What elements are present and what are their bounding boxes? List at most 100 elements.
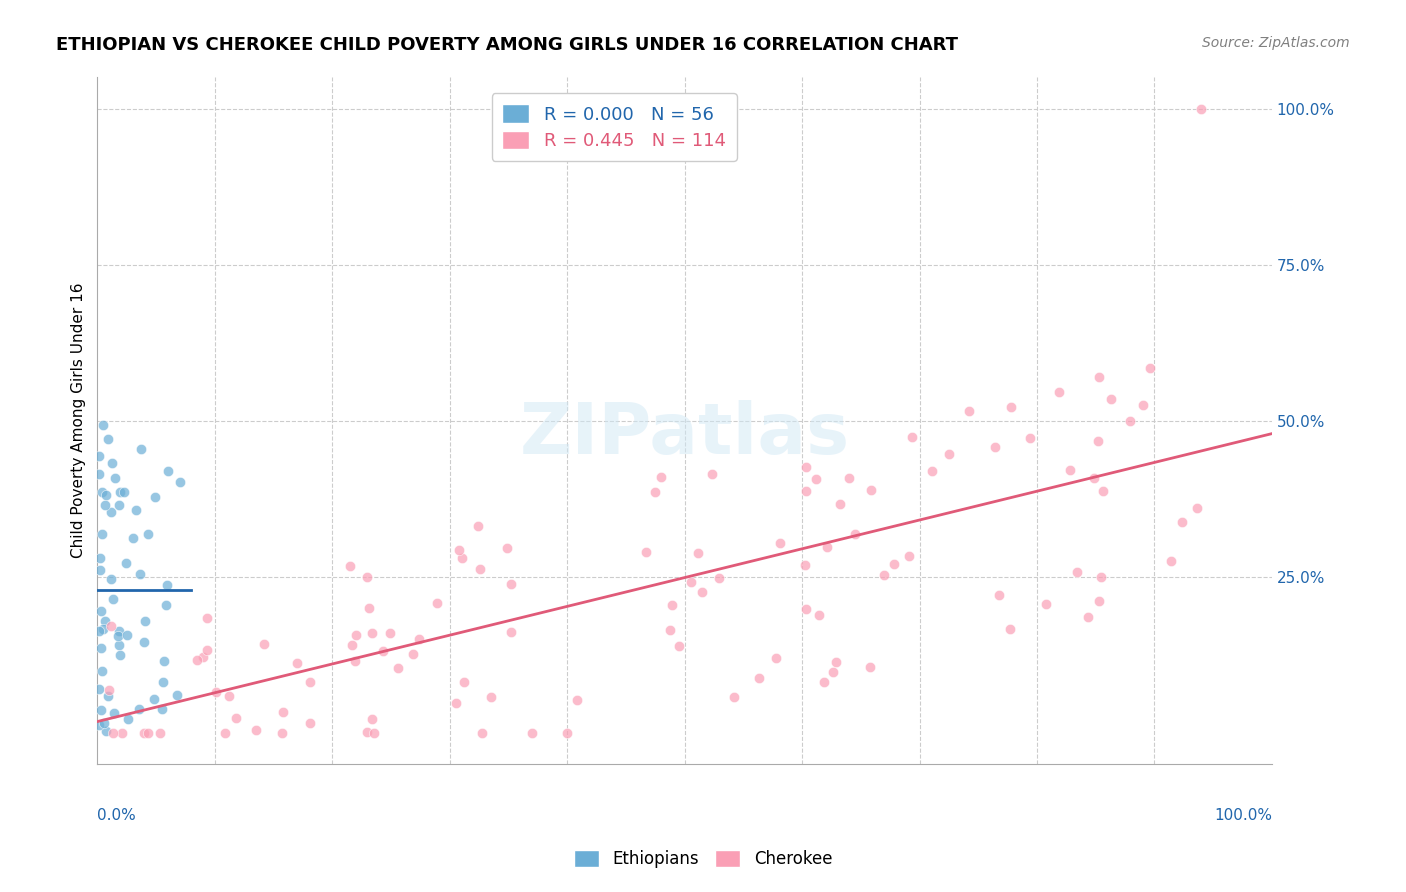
Ethiopians [87,717,110,731]
Cherokee [361,712,384,726]
Cherokee [100,619,122,633]
Cherokee [898,549,921,563]
Cherokee [838,470,860,484]
Cherokee [299,715,322,730]
Cherokee [1088,594,1111,608]
Ethiopians [90,526,112,541]
Cherokee [686,546,709,560]
Cherokee [356,725,378,739]
Ethiopians [89,550,111,565]
Cherokee [1019,431,1042,445]
Cherokee [709,571,731,585]
Cherokee [1066,565,1088,579]
Ethiopians [103,592,125,607]
Cherokee [644,484,666,499]
Ethiopians [129,442,152,457]
Cherokee [1099,392,1122,406]
Ethiopians [94,723,117,738]
Cherokee [501,577,523,591]
Cherokee [359,601,381,615]
Ethiopians [134,615,156,629]
Cherokee [186,653,208,667]
Cherokee [702,467,724,481]
Cherokee [426,596,449,610]
Ethiopians [128,702,150,716]
Cherokee [378,626,401,640]
Cherokee [988,589,1011,603]
Cherokee [271,705,294,719]
Cherokee [468,561,491,575]
Cherokee [661,599,683,613]
Text: 0.0%: 0.0% [97,808,136,823]
Ethiopians [108,485,131,500]
Ethiopians [87,681,110,696]
Ethiopians [97,690,120,704]
Cherokee [451,551,474,566]
Cherokee [567,692,589,706]
Ethiopians [91,417,114,432]
Ethiopians [97,433,120,447]
Cherokee [1077,610,1099,624]
Ethiopians [125,503,148,517]
Cherokee [218,689,240,703]
Cherokee [444,696,467,710]
Ethiopians [108,648,131,662]
Y-axis label: Child Poverty Among Girls Under 16: Child Poverty Among Girls Under 16 [72,283,86,558]
Cherokee [813,675,835,690]
Cherokee [957,404,980,418]
Cherokee [794,558,817,572]
Ethiopians [134,635,156,649]
Cherokee [371,644,394,658]
Cherokee [195,611,218,625]
Text: 100.0%: 100.0% [1213,808,1272,823]
Cherokee [668,640,690,654]
Cherokee [471,725,494,739]
Cherokee [900,430,922,444]
Cherokee [408,632,430,646]
Cherokee [984,440,1007,454]
Ethiopians [91,484,114,499]
Ethiopians [90,702,112,716]
Cherokee [1171,515,1194,529]
Cherokee [650,470,672,484]
Cherokee [938,447,960,461]
Cherokee [1090,570,1112,584]
Ethiopians [90,640,112,655]
Cherokee [794,602,817,616]
Cherokee [285,656,308,670]
Ethiopians [94,498,117,512]
Text: ETHIOPIAN VS CHEROKEE CHILD POVERTY AMONG GIRLS UNDER 16 CORRELATION CHART: ETHIOPIAN VS CHEROKEE CHILD POVERTY AMON… [56,36,959,54]
Ethiopians [128,566,150,581]
Cherokee [815,540,838,554]
Cherokee [823,665,845,679]
Cherokee [883,558,905,572]
Cherokee [453,674,475,689]
Ethiopians [104,471,127,485]
Cherokee [1091,483,1114,498]
Cherokee [1035,597,1057,611]
Cherokee [299,674,322,689]
Cherokee [479,690,502,704]
Cherokee [1189,102,1212,116]
Ethiopians [117,712,139,726]
Cherokee [828,497,851,511]
Ethiopians [87,467,110,481]
Ethiopians [112,485,135,500]
Ethiopians [107,624,129,639]
Cherokee [804,472,827,486]
Cherokee [808,608,831,623]
Ethiopians [142,692,165,706]
Cherokee [769,535,792,549]
Cherokee [387,661,409,675]
Cherokee [149,725,172,739]
Cherokee [1000,400,1022,414]
Ethiopians [100,572,122,586]
Ethiopians [143,490,166,504]
Cherokee [501,624,523,639]
Cherokee [1083,471,1105,485]
Cherokee [401,647,423,661]
Cherokee [690,584,713,599]
Ethiopians [87,624,110,639]
Cherokee [363,725,385,739]
Cherokee [1118,414,1140,428]
